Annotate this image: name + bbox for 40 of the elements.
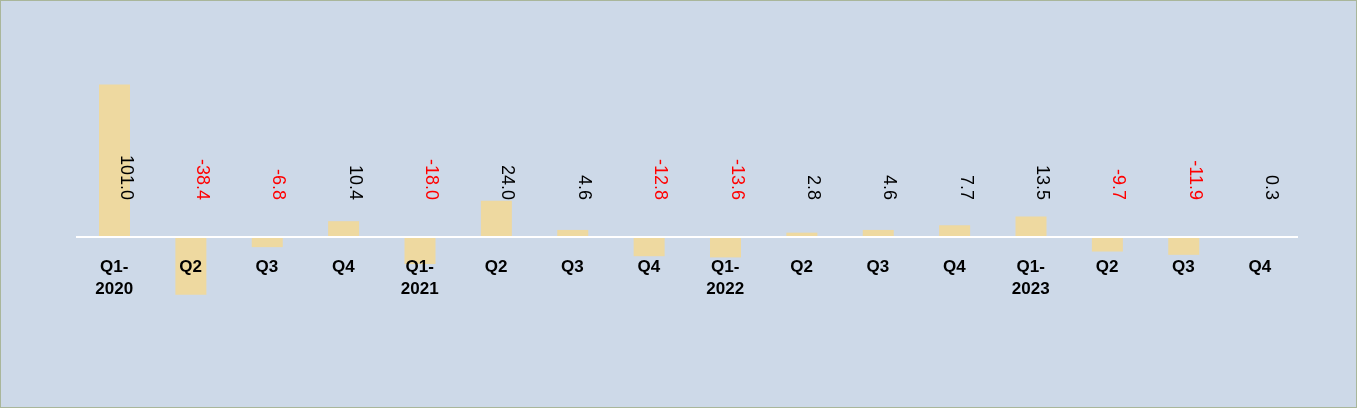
x-tick-label: Q3 (561, 257, 584, 276)
data-label: 7.7 (956, 174, 977, 200)
bar (633, 236, 665, 257)
data-label: 10.4 (345, 164, 366, 200)
data-label: 24.0 (498, 164, 519, 200)
x-tick-label: Q1- 2022 (706, 257, 745, 298)
x-tick-label: Q3 (866, 257, 890, 276)
data-label: 101.0 (116, 154, 137, 200)
bar (480, 200, 512, 237)
data-label: -38.4 (192, 158, 213, 200)
x-tick-label: Q4 (1248, 257, 1272, 276)
x-tick-label: Q2 (1095, 257, 1119, 276)
data-label: -18.0 (422, 158, 442, 200)
bar (710, 236, 741, 258)
x-tick-label: Q1- 2021 (400, 257, 439, 298)
data-label: 4.6 (880, 174, 901, 200)
data-label: -6.8 (269, 168, 290, 200)
x-tick-label: Q3 (255, 257, 279, 276)
x-tick-label: Q1- 2023 (1011, 257, 1050, 298)
data-label: 4.6 (574, 174, 595, 200)
bar (1168, 236, 1200, 255)
x-tick-label: Q2 (179, 257, 202, 276)
bar (1015, 216, 1047, 237)
x-tick-label: Q4 (637, 257, 661, 276)
x-tick-label: Q1- 2020 (95, 257, 134, 298)
x-tick-label: Q3 (1172, 257, 1195, 276)
data-label: 13.5 (1033, 164, 1053, 200)
bar (1091, 236, 1123, 252)
data-label: -11.9 (1185, 160, 1206, 200)
data-label: -12.8 (651, 158, 672, 200)
data-label: 2.8 (803, 174, 824, 200)
bar (328, 221, 360, 237)
data-label: -13.6 (727, 158, 748, 200)
x-tick-label: Q4 (942, 257, 967, 276)
x-tick-label: Q4 (331, 257, 356, 276)
bar (939, 225, 971, 237)
data-label: 0.3 (1262, 174, 1283, 200)
x-tick-label: Q2 (790, 257, 813, 276)
data-label: -9.7 (1109, 168, 1130, 200)
x-tick-label: Q2 (484, 257, 508, 276)
